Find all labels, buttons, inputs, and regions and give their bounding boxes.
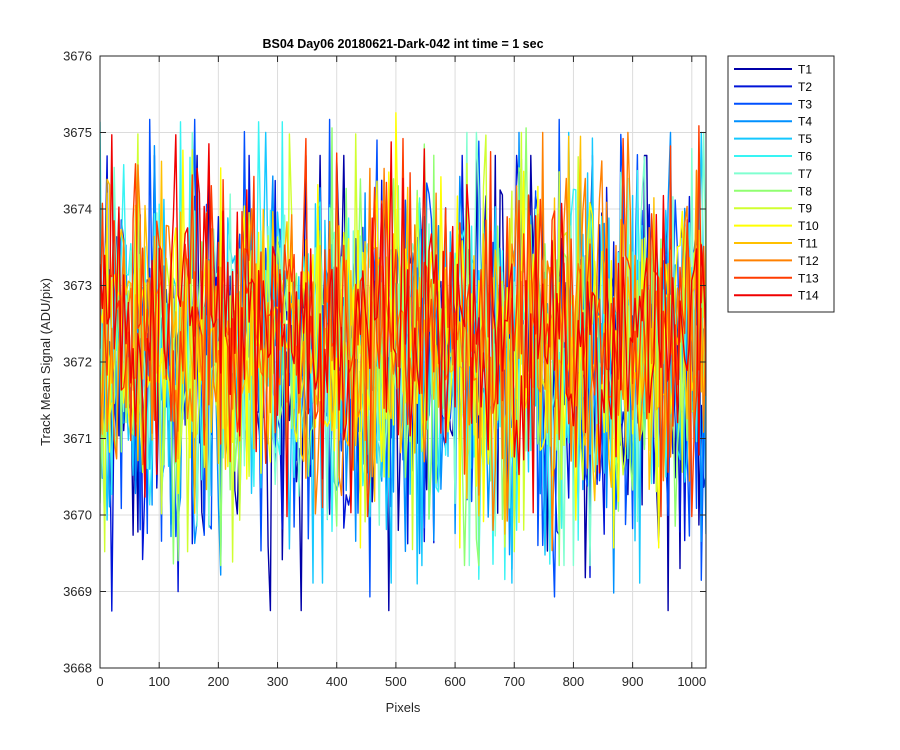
- y-tick-label: 3671: [63, 431, 92, 446]
- y-tick-label: 3672: [63, 355, 92, 370]
- x-tick-label: 100: [148, 674, 170, 689]
- y-tick-label: 3675: [63, 125, 92, 140]
- x-tick-label: 200: [208, 674, 230, 689]
- legend-label-t1: T1: [798, 63, 812, 77]
- x-tick-label: 300: [267, 674, 289, 689]
- legend-label-t2: T2: [798, 80, 812, 94]
- y-axis-label: Track Mean Signal (ADU/pix): [38, 278, 53, 446]
- legend-label-t4: T4: [798, 115, 812, 129]
- x-tick-label: 600: [444, 674, 466, 689]
- x-tick-label: 400: [326, 674, 348, 689]
- x-tick-label: 1000: [677, 674, 706, 689]
- y-tick-label: 3676: [63, 49, 92, 64]
- series-line-t14: [100, 134, 706, 518]
- chart-title: BS04 Day06 20180621-Dark-042 int time = …: [262, 37, 543, 51]
- legend-entries: T1 T2 T3 T4 T5 T6 T7 T8 T9 T10 T11 T12 T13 T14: [734, 63, 819, 303]
- y-tick-label: 3673: [63, 278, 92, 293]
- legend-label-t11: T11: [798, 237, 818, 251]
- x-tick-label: 0: [96, 674, 103, 689]
- legend-label-t3: T3: [798, 97, 812, 111]
- x-tick-labels: 0 100 200 300 400 500 600 700 800 900 1000: [96, 674, 706, 689]
- legend-box: [727, 55, 835, 313]
- y-tick-label: 3670: [63, 508, 92, 523]
- x-tick-label: 500: [385, 674, 407, 689]
- legend-label-t13: T13: [798, 271, 819, 285]
- series-layer: [100, 112, 706, 612]
- legend: T1 T2 T3 T4 T5 T6 T7 T8 T9 T10 T11 T12 T13 T14: [727, 55, 835, 313]
- axis-ticks: [99, 55, 706, 669]
- x-axis-label: Pixels: [386, 700, 421, 715]
- legend-label-t6: T6: [798, 150, 812, 164]
- y-tick-label: 3669: [63, 584, 92, 599]
- y-tick-label: 3668: [63, 661, 92, 676]
- legend-label-t14: T14: [798, 289, 819, 303]
- x-tick-label: 700: [503, 674, 525, 689]
- series-line-t12: [100, 131, 706, 552]
- x-tick-label: 900: [622, 674, 644, 689]
- x-tick-label: 800: [563, 674, 585, 689]
- legend-label-t9: T9: [798, 202, 812, 216]
- y-tick-label: 3674: [63, 202, 92, 217]
- legend-label-t7: T7: [798, 167, 812, 181]
- y-tick-labels: 3668 3669 3670 3671 3672 3673 3674 3675 3676: [63, 49, 92, 676]
- legend-label-t12: T12: [798, 254, 819, 268]
- legend-label-t8: T8: [798, 184, 812, 198]
- legend-label-t5: T5: [798, 132, 812, 146]
- legend-label-t10: T10: [798, 219, 819, 233]
